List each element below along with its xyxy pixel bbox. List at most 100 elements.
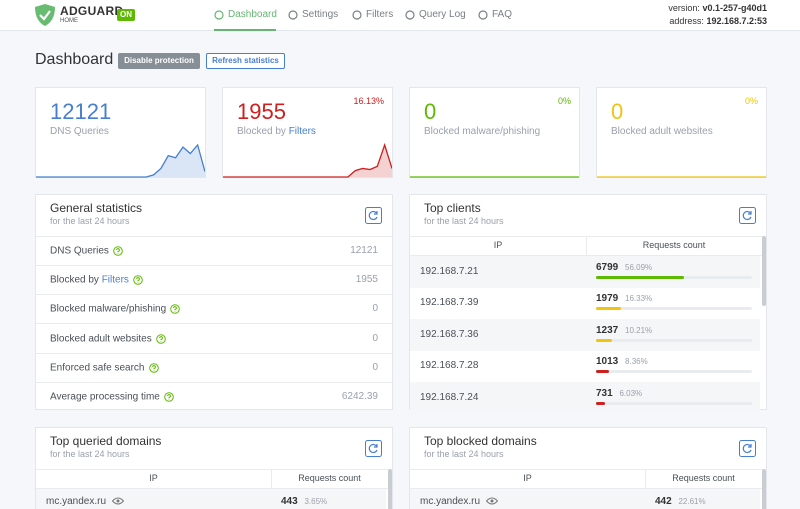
nav-link[interactable]: FAQ bbox=[492, 9, 513, 20]
sparkline-area bbox=[223, 145, 392, 177]
row-name: mc.yandex.ru bbox=[46, 497, 125, 507]
stat-value: 12121 bbox=[50, 99, 112, 124]
row-name: 192.168.7.28 bbox=[420, 360, 479, 372]
nav-link[interactable]: Settings bbox=[302, 9, 339, 20]
row-name: 192.168.7.21 bbox=[420, 265, 479, 277]
eye-icon[interactable] bbox=[485, 497, 499, 505]
disable-protection-button[interactable]: Disable protection bbox=[118, 53, 200, 69]
panel: General statistics for the last 24 hours D… bbox=[35, 194, 393, 410]
row-shade bbox=[410, 256, 760, 288]
row-divider bbox=[36, 323, 392, 325]
panel: Top blocked domains for the last 24 hours… bbox=[409, 427, 767, 509]
refresh-button[interactable] bbox=[365, 207, 382, 224]
stat-row-value: 1955 bbox=[355, 274, 378, 286]
version: version: v0.1-257-g40d1 bbox=[668, 4, 767, 13]
progress-bar bbox=[596, 370, 610, 374]
help-icon-mark bbox=[158, 335, 163, 342]
refresh-button[interactable] bbox=[365, 440, 382, 457]
header: ADGUARD HOME ON Dashboard Settings Filters… bbox=[0, 0, 800, 31]
nav: Dashboard Settings Filters Query Log FAQ bbox=[0, 0, 600, 31]
help-icon-circle bbox=[170, 304, 180, 315]
row-name: 192.168.7.39 bbox=[420, 297, 479, 309]
refresh-button[interactable] bbox=[739, 207, 756, 224]
sparkline bbox=[223, 142, 392, 178]
row-shade bbox=[410, 382, 760, 414]
refresh-button[interactable] bbox=[739, 440, 756, 457]
stat-link[interactable]: Filters bbox=[288, 126, 316, 137]
refresh-statistics-button[interactable]: Refresh statistics bbox=[206, 53, 285, 69]
eye-icon-pupil bbox=[116, 499, 120, 503]
sparkline-line bbox=[223, 142, 392, 178]
address-value: 192.168.7.2:53 bbox=[706, 16, 767, 26]
row-percent: 3.65% bbox=[304, 497, 328, 506]
help-icon-mark bbox=[136, 277, 140, 283]
stat-label: Blocked malware/phishing bbox=[424, 126, 541, 137]
column-divider bbox=[645, 469, 646, 489]
refresh-icon bbox=[742, 443, 752, 454]
row-count: 1013 8.36% bbox=[596, 356, 648, 368]
nav-link[interactable]: Query Log bbox=[419, 9, 466, 20]
refresh-button-border bbox=[739, 207, 756, 224]
divider bbox=[36, 236, 392, 237]
panel-title: General statistics bbox=[50, 201, 143, 215]
row-shade bbox=[36, 489, 386, 509]
nav-icon bbox=[478, 10, 488, 20]
row-divider bbox=[36, 265, 392, 266]
stat-row-value: 12121 bbox=[350, 245, 378, 256]
row-name: 192.168.7.24 bbox=[420, 391, 479, 403]
row-count: 731 6.03% bbox=[596, 387, 643, 399]
table-header bbox=[410, 469, 762, 489]
refresh-button-border bbox=[365, 207, 382, 224]
sparkline bbox=[410, 176, 579, 178]
help-icon-mark bbox=[116, 248, 120, 254]
progress-bar bbox=[596, 307, 622, 311]
panel-subtitle: for the last 24 hours bbox=[50, 216, 130, 226]
row-shade bbox=[410, 319, 760, 351]
progress-track bbox=[596, 307, 752, 311]
nav-icon-shape bbox=[214, 10, 224, 20]
sparkline bbox=[597, 176, 766, 178]
eye-icon-shape bbox=[485, 497, 499, 505]
nav-icon-shape bbox=[478, 10, 488, 20]
progress-track bbox=[596, 370, 752, 374]
progress-track bbox=[596, 401, 752, 405]
help-icon bbox=[133, 275, 143, 285]
panel-subtitle: for the last 24 hours bbox=[424, 449, 504, 459]
stat-row-label: DNS Queries bbox=[50, 246, 123, 257]
column-divider bbox=[271, 469, 272, 489]
row-name: 192.168.7.36 bbox=[420, 328, 479, 340]
nav-link[interactable]: Dashboard bbox=[228, 9, 277, 20]
column-header: IP bbox=[493, 240, 503, 250]
row-shade bbox=[410, 489, 760, 509]
refresh-icon bbox=[368, 443, 378, 454]
nav-link[interactable]: Filters bbox=[366, 9, 394, 20]
version-value: v0.1-257-g40d1 bbox=[702, 3, 767, 13]
logo-text: ADGUARD bbox=[60, 4, 124, 18]
stat-row-value: 0 bbox=[372, 303, 378, 315]
row-divider bbox=[36, 294, 392, 296]
stat-card: 12121 DNS Queries bbox=[35, 87, 206, 178]
logo-icon bbox=[35, 4, 55, 26]
panel: Top queried domains for the last 24 hours… bbox=[35, 427, 393, 509]
stat-card: 0 Blocked malware/phishing 0% bbox=[409, 87, 580, 178]
status-badge: ON bbox=[117, 9, 135, 21]
stat-row-link[interactable]: Filters bbox=[101, 274, 129, 286]
stat-card: 1955 Blocked by Filters 16.13% bbox=[222, 87, 393, 178]
nav-icon bbox=[288, 10, 298, 20]
eye-icon[interactable] bbox=[111, 497, 125, 505]
panel: Top clients for the last 24 hours IP Reques… bbox=[409, 194, 767, 414]
scrollbar bbox=[388, 469, 392, 509]
nav-icon bbox=[214, 10, 224, 20]
refresh-icon bbox=[742, 210, 752, 221]
panel-title: Top blocked domains bbox=[424, 434, 537, 448]
panel-title: Top queried domains bbox=[50, 434, 162, 448]
help-icon-mark bbox=[173, 306, 178, 313]
progress-bar bbox=[596, 401, 606, 405]
nav-icon-shape bbox=[288, 10, 298, 20]
stat-value: 1955 bbox=[237, 99, 286, 124]
refresh-button-border bbox=[365, 440, 382, 457]
sparkline-area bbox=[36, 145, 205, 177]
stat-card: 0 Blocked adult websites 0% bbox=[596, 87, 767, 178]
panel-subtitle: for the last 24 hours bbox=[424, 216, 504, 226]
